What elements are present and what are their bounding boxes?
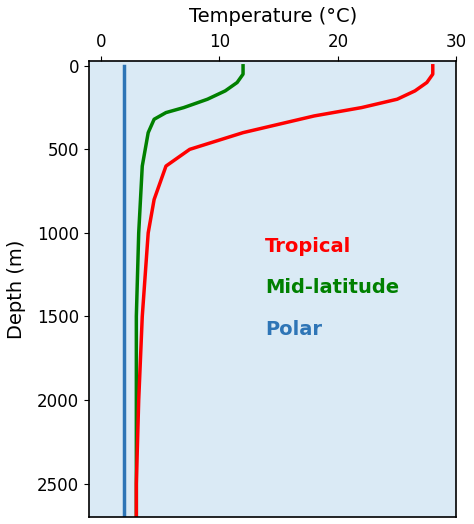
X-axis label: Temperature (°C): Temperature (°C) xyxy=(189,7,357,26)
Text: Tropical: Tropical xyxy=(265,237,352,256)
Y-axis label: Depth (m): Depth (m) xyxy=(7,239,26,339)
Text: Mid-latitude: Mid-latitude xyxy=(265,278,400,298)
Text: Polar: Polar xyxy=(265,320,322,339)
